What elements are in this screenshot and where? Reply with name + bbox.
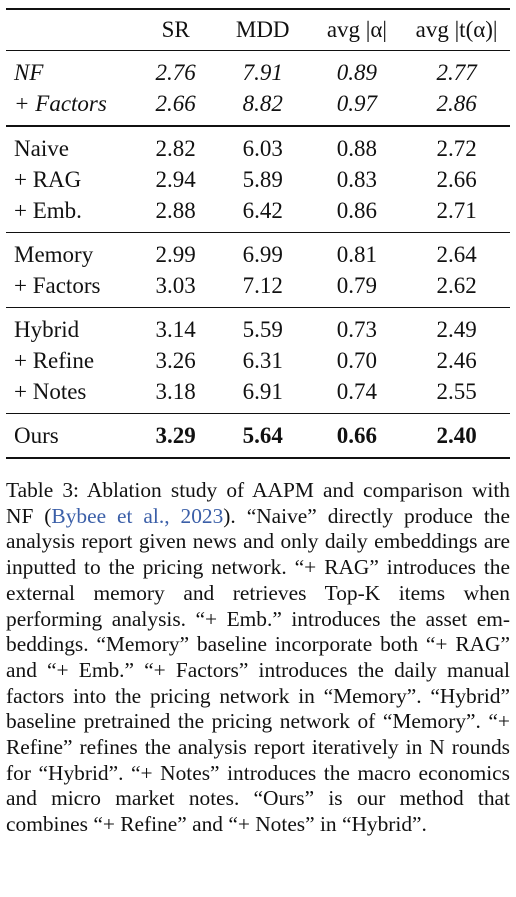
header-cell-method	[6, 8, 137, 51]
value-cell: 2.94	[155, 167, 196, 192]
value-cell: 6.99	[214, 232, 311, 270]
value-cell: 0.79	[336, 273, 378, 298]
value-cell: 7.12	[242, 273, 283, 298]
table-row: Naive 2.82 6.03 0.88 2.72	[6, 125, 510, 164]
value-cell: 8.82	[242, 91, 283, 116]
value-cell: 0.86	[336, 198, 378, 223]
value-cell: 2.77	[436, 60, 477, 85]
table-row: + Factors 2.66 8.82 0.97 2.86	[6, 88, 510, 126]
value-cell: 2.82	[136, 125, 215, 164]
row-label-cell: + Factors	[14, 273, 101, 298]
value-cell: 2.66	[155, 91, 196, 116]
row-label-cell: NF	[14, 60, 44, 85]
table-row: + Factors 3.03 7.12 0.79 2.62	[6, 270, 510, 308]
value-cell: 2.86	[436, 91, 477, 116]
citation-link[interactable]: Bybee et al., 2023	[51, 503, 224, 528]
caption-prefix: Table 3: Ablation study of AAPM and comp…	[6, 478, 510, 528]
header-cell-avg-t-alpha: avg |t(α)|	[403, 8, 510, 51]
value-cell: 2.40	[403, 413, 510, 459]
value-cell: 3.03	[155, 273, 196, 298]
value-cell: 0.70	[336, 348, 378, 373]
value-cell: 5.59	[214, 307, 311, 345]
value-cell: 2.62	[436, 273, 477, 298]
table-body: NF 2.76 7.91 0.89 2.77 + Factors 2.66 8.82 0.97 2…	[6, 51, 510, 459]
value-cell: 2.71	[436, 198, 477, 223]
table-caption: Table 3: Ablation study of AAPM and comp…	[6, 478, 510, 838]
table-row: + Refine 3.26 6.31 0.70 2.46	[6, 345, 510, 376]
row-label-cell: Hybrid	[6, 307, 137, 345]
ablation-table-container: SR MDD avg |α| avg |t(α)| NF 2.76 7.91 0.89…	[6, 8, 510, 459]
row-label-cell: + RAG	[14, 167, 82, 192]
value-cell: 2.66	[436, 167, 477, 192]
caption-body: ). “Naive” directly produce the analysis…	[6, 503, 510, 837]
value-cell: 3.14	[136, 307, 215, 345]
table-row: + Notes 3.18 6.91 0.74 2.55	[6, 376, 510, 414]
value-cell: 0.66	[310, 413, 404, 459]
value-cell: 7.91	[242, 60, 283, 85]
row-label-cell: + Emb.	[14, 198, 82, 223]
value-cell: 2.46	[436, 348, 477, 373]
value-cell: 2.55	[436, 379, 477, 404]
header-cell-avg-alpha: avg |α|	[310, 8, 404, 51]
row-label-cell: + Refine	[14, 348, 95, 373]
value-cell: 2.49	[403, 307, 510, 345]
value-cell: 0.81	[310, 232, 404, 270]
row-label-cell: Ours	[6, 413, 137, 459]
row-label-cell: Memory	[6, 232, 137, 270]
value-cell: 2.88	[155, 198, 196, 223]
table-header-row: SR MDD avg |α| avg |t(α)|	[6, 8, 510, 51]
value-cell: 0.73	[310, 307, 404, 345]
value-cell: 6.31	[242, 348, 283, 373]
value-cell: 2.76	[155, 60, 196, 85]
table-row: + RAG 2.94 5.89 0.83 2.66	[6, 164, 510, 195]
table-row: Memory 2.99 6.99 0.81 2.64	[6, 232, 510, 270]
header-cell-sr: SR	[136, 8, 215, 51]
value-cell: 3.29	[136, 413, 215, 459]
table-row: Hybrid 3.14 5.59 0.73 2.49	[6, 307, 510, 345]
header-cell-mdd: MDD	[214, 8, 311, 51]
row-label-cell: + Notes	[14, 379, 87, 404]
value-cell: 6.91	[242, 379, 283, 404]
value-cell: 2.72	[403, 125, 510, 164]
value-cell: 0.74	[336, 379, 378, 404]
row-label-cell: + Factors	[14, 91, 107, 116]
table-row: Ours 3.29 5.64 0.66 2.40	[6, 413, 510, 459]
table-row: + Emb. 2.88 6.42 0.86 2.71	[6, 195, 510, 233]
value-cell: 2.64	[403, 232, 510, 270]
value-cell: 5.89	[242, 167, 283, 192]
ablation-table: SR MDD avg |α| avg |t(α)| NF 2.76 7.91 0.89…	[6, 8, 510, 459]
value-cell: 0.89	[336, 60, 378, 85]
value-cell: 0.88	[310, 125, 404, 164]
value-cell: 3.26	[155, 348, 196, 373]
table-row: NF 2.76 7.91 0.89 2.77	[6, 51, 510, 89]
value-cell: 6.03	[214, 125, 311, 164]
value-cell: 0.97	[336, 91, 378, 116]
row-label-cell: Naive	[6, 125, 137, 164]
value-cell: 5.64	[214, 413, 311, 459]
value-cell: 6.42	[242, 198, 283, 223]
value-cell: 2.99	[136, 232, 215, 270]
value-cell: 3.18	[155, 379, 196, 404]
value-cell: 0.83	[336, 167, 378, 192]
